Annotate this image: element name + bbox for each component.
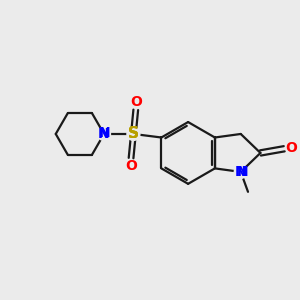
Text: O: O — [125, 159, 137, 173]
Text: S: S — [128, 127, 139, 142]
Text: N: N — [236, 165, 248, 179]
Text: N: N — [99, 126, 110, 140]
Text: S: S — [128, 127, 139, 142]
Text: N: N — [235, 165, 247, 179]
Text: O: O — [130, 95, 142, 109]
Text: N: N — [98, 127, 110, 141]
Text: S: S — [128, 127, 139, 142]
Circle shape — [234, 165, 247, 178]
Circle shape — [127, 128, 140, 140]
Text: O: O — [285, 141, 297, 155]
Circle shape — [98, 128, 110, 140]
